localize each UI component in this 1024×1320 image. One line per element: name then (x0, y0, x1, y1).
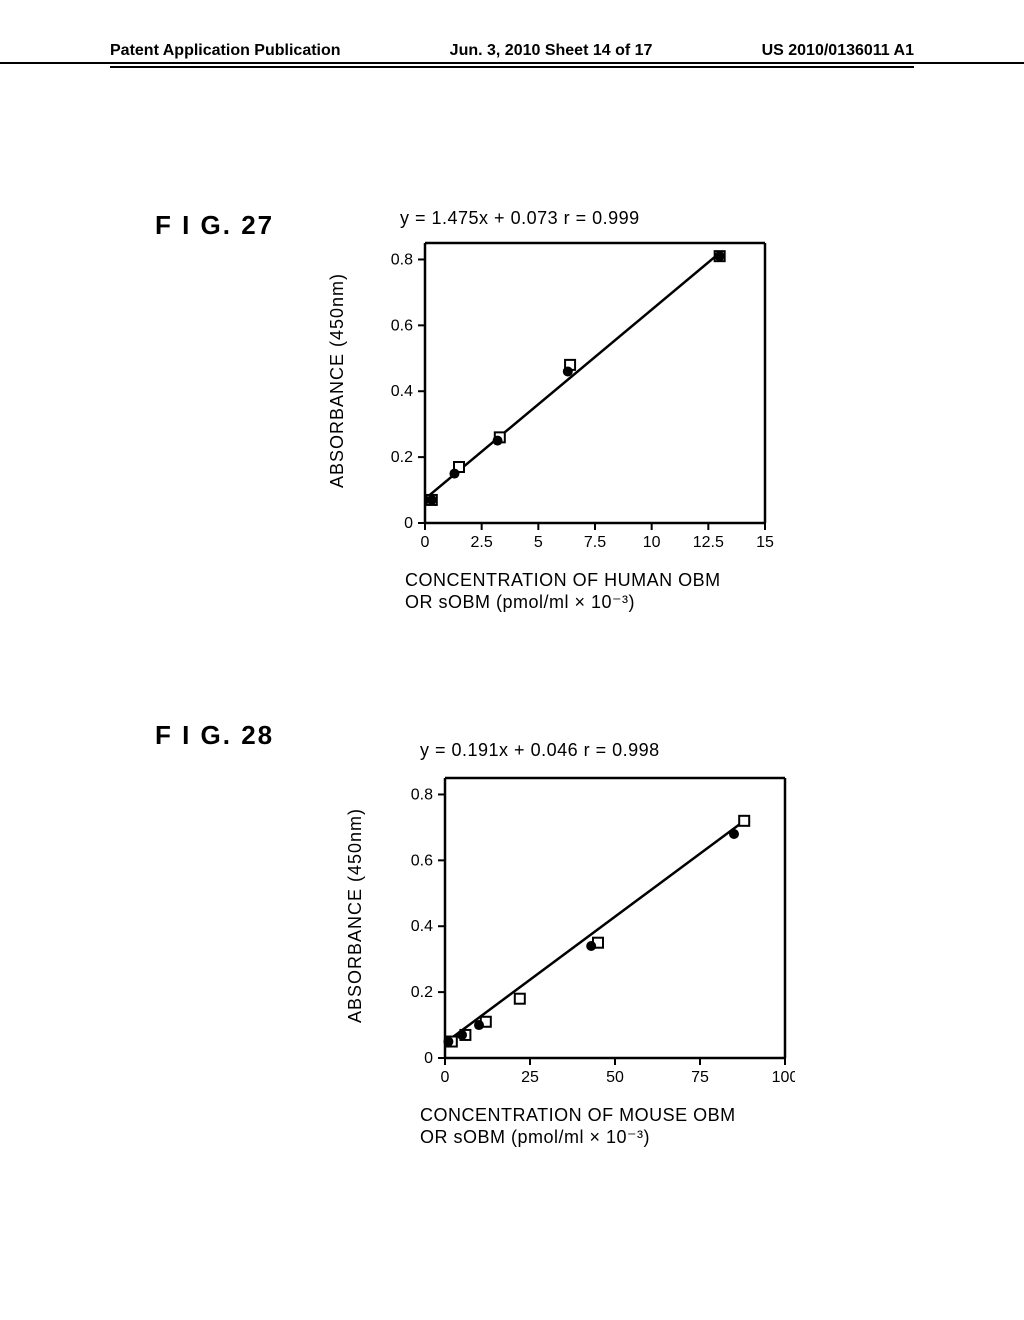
svg-text:0.4: 0.4 (391, 383, 413, 400)
fig28-label: F I G. 28 (155, 720, 274, 751)
svg-text:2.5: 2.5 (471, 534, 493, 551)
svg-text:15: 15 (756, 534, 774, 551)
fig28-equation: y = 0.191x + 0.046 r = 0.998 (420, 740, 660, 761)
svg-text:0.6: 0.6 (391, 317, 413, 334)
header-center: Jun. 3, 2010 Sheet 14 of 17 (450, 42, 653, 60)
header-right: US 2010/0136011 A1 (762, 42, 914, 60)
fig27-xlabel2: OR sOBM (pmol/ml × 10⁻³) (405, 592, 635, 613)
fig27-equation: y = 1.475x + 0.073 r = 0.999 (400, 208, 640, 229)
svg-text:25: 25 (521, 1069, 539, 1086)
svg-text:7.5: 7.5 (584, 534, 606, 551)
svg-text:0.2: 0.2 (391, 449, 413, 466)
svg-text:0.8: 0.8 (391, 251, 413, 268)
svg-text:12.5: 12.5 (693, 534, 724, 551)
svg-text:0.2: 0.2 (411, 984, 433, 1001)
fig28-ylabel: ABSORBANCE (450nm) (345, 808, 366, 1023)
fig28-xlabel2: OR sOBM (pmol/ml × 10⁻³) (420, 1127, 650, 1148)
svg-text:0.8: 0.8 (411, 786, 433, 803)
svg-text:5: 5 (534, 534, 543, 551)
svg-text:0.4: 0.4 (411, 918, 433, 935)
fig28-chart: 0 25 50 75 100 0 0.2 0.4 0.6 0.8 (390, 770, 795, 1098)
fig27-ylabel: ABSORBANCE (450nm) (327, 273, 348, 488)
fig27-label: F I G. 27 (155, 210, 274, 241)
page-header: Patent Application Publication Jun. 3, 2… (0, 62, 1024, 68)
header-left: Patent Application Publication (110, 42, 341, 60)
fig28-xlabel1: CONCENTRATION OF MOUSE OBM (420, 1105, 736, 1126)
svg-text:75: 75 (691, 1069, 709, 1086)
fig27-chart: 0 2.5 5 7.5 10 12.5 15 0 0.2 0.4 0.6 0.8 (370, 235, 775, 563)
svg-text:0: 0 (424, 1050, 433, 1067)
svg-text:100: 100 (772, 1069, 795, 1086)
svg-text:0: 0 (421, 534, 430, 551)
svg-text:0.6: 0.6 (411, 852, 433, 869)
fig27-xlabel1: CONCENTRATION OF HUMAN OBM (405, 570, 721, 591)
svg-text:50: 50 (606, 1069, 624, 1086)
svg-text:10: 10 (643, 534, 661, 551)
svg-text:0: 0 (441, 1069, 450, 1086)
svg-text:0: 0 (404, 515, 413, 532)
